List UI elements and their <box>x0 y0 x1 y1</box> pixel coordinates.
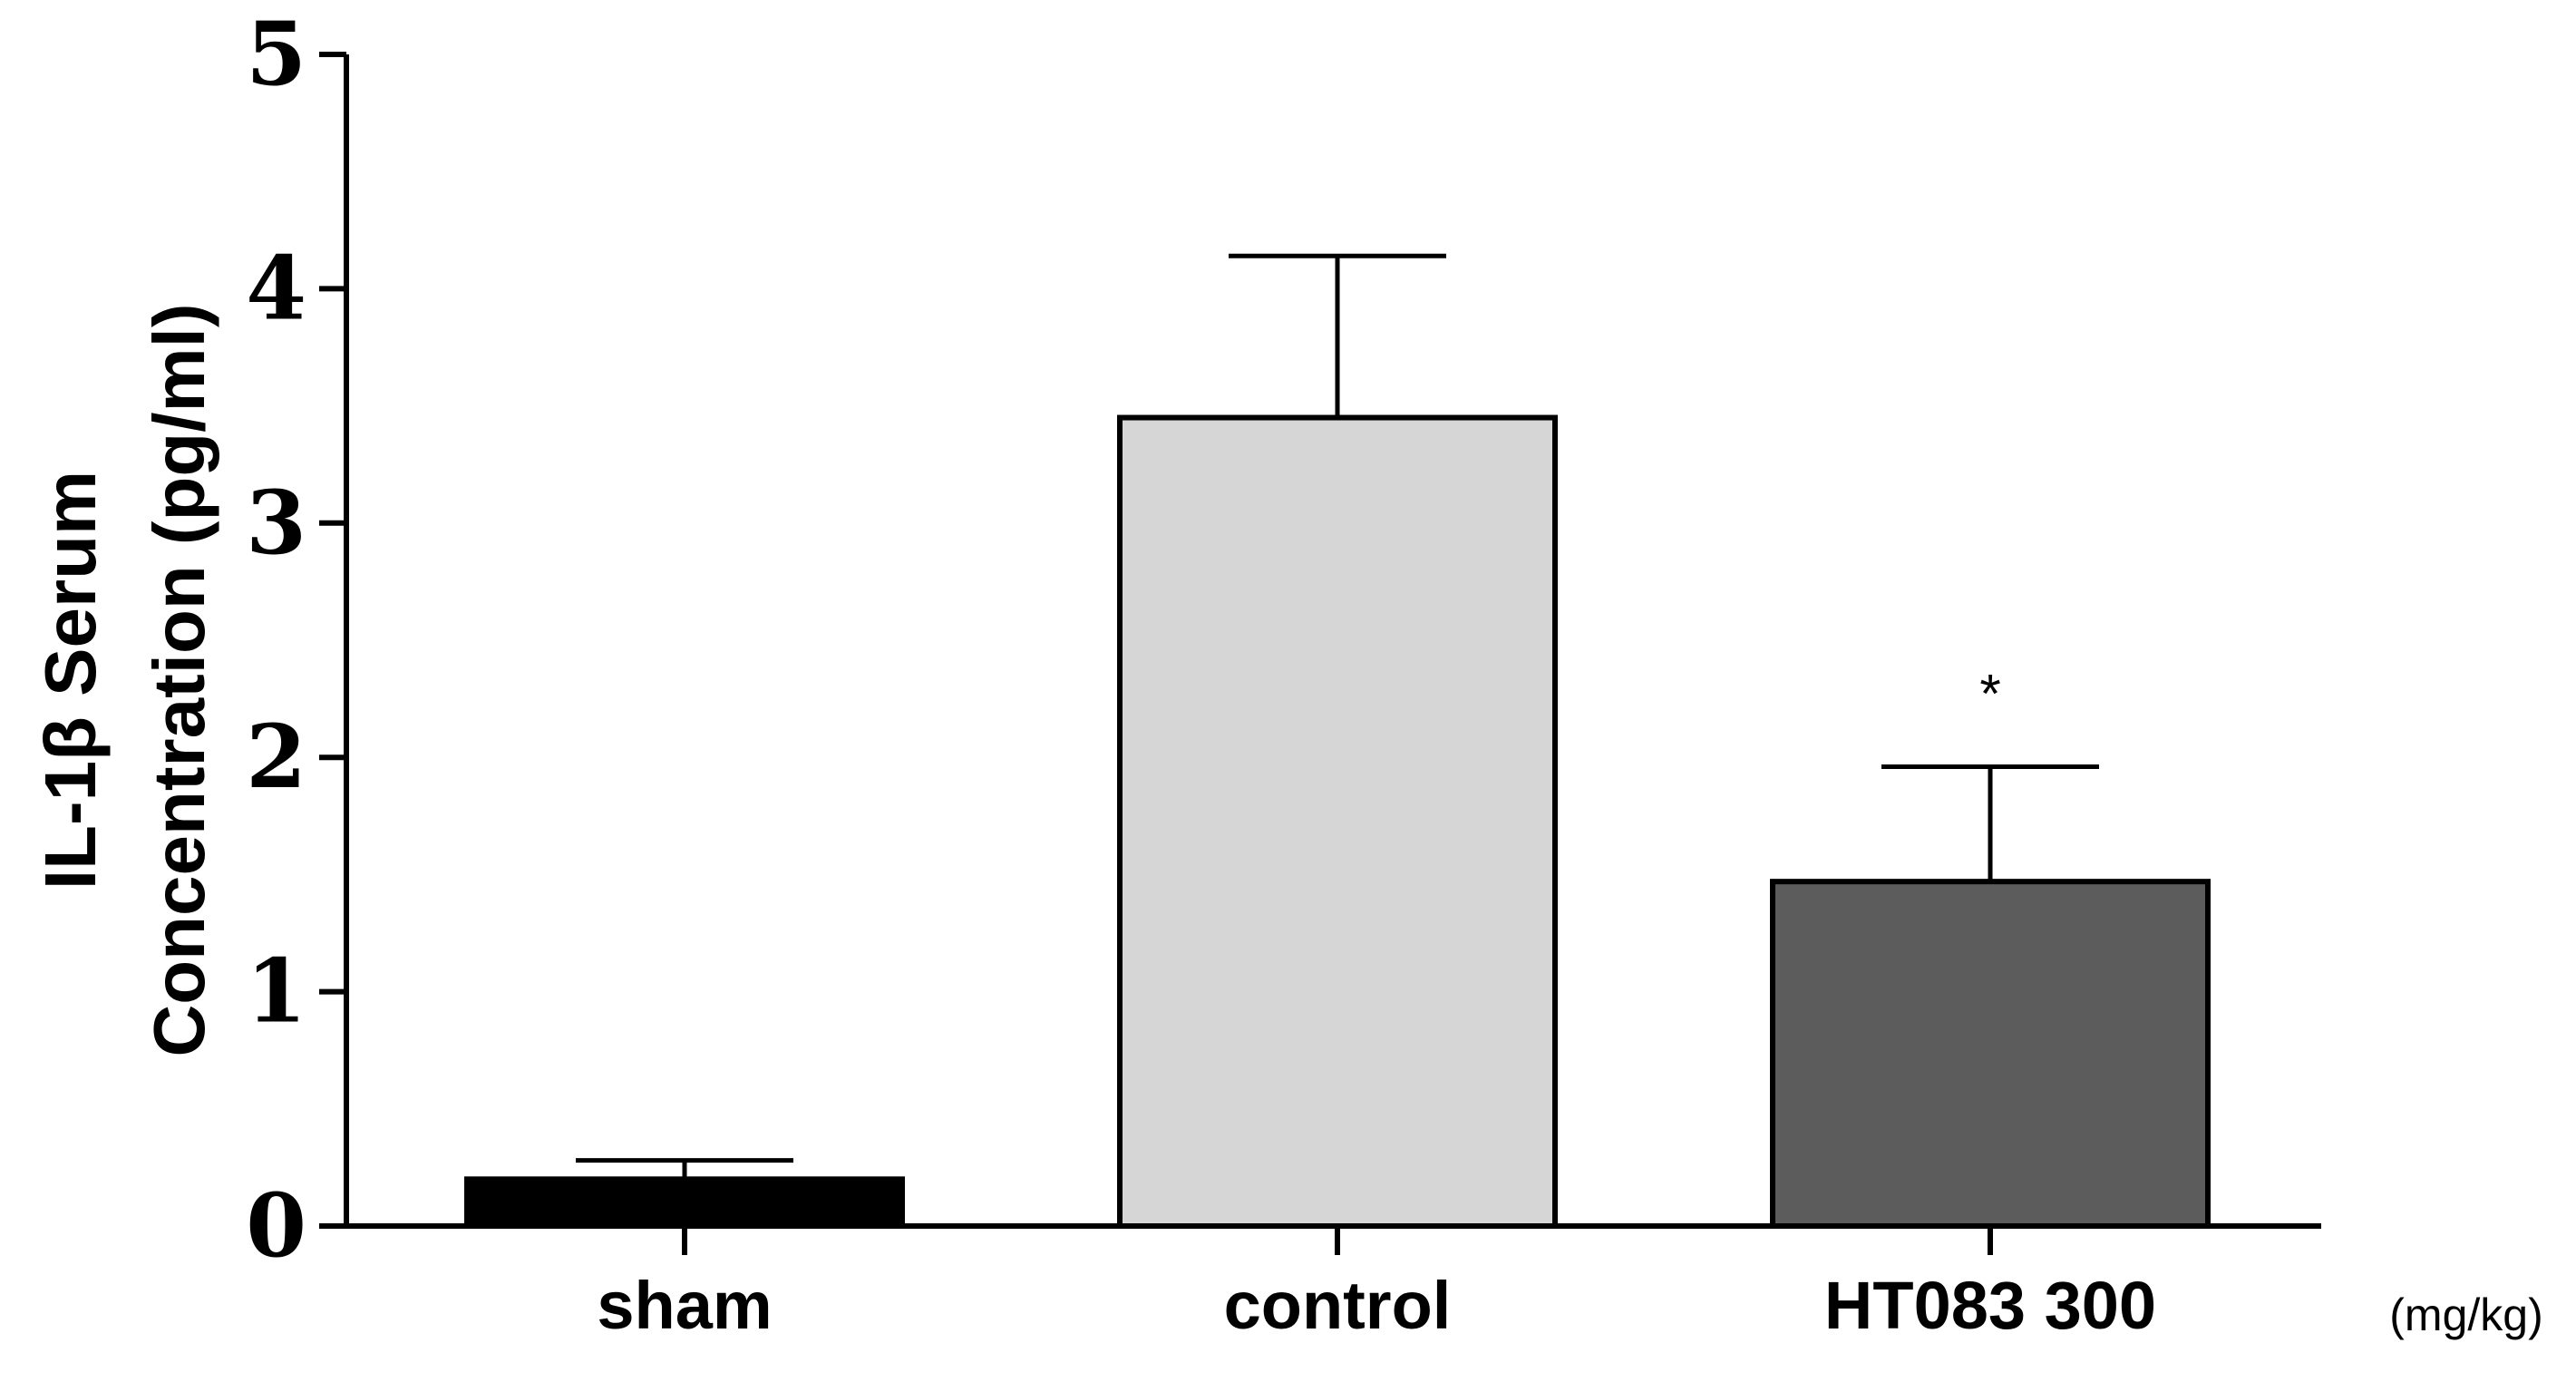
x-tick-label-2: HT083 300 <box>1824 1268 2156 1343</box>
x-tick-label-1: control <box>1224 1268 1452 1343</box>
y-tick-label-4: 4 <box>246 237 306 339</box>
x-unit-label: (mg/kg) <box>2389 1290 2542 1340</box>
y-tick-label-3: 3 <box>246 472 306 574</box>
significance-marker-2: * <box>1979 664 2000 725</box>
y-tick-label-5: 5 <box>246 3 306 105</box>
bar-1 <box>1117 414 1558 1229</box>
y-tick-label-2: 2 <box>246 706 306 808</box>
x-tick-label-0: sham <box>597 1268 772 1343</box>
y-tick-label-1: 1 <box>246 940 306 1043</box>
plot-area: 0 1 2 3 4 5 sham control HT083 300 * <box>246 3 2321 1343</box>
y-axis-label: IL-1β Serum Concentration (pg/ml) <box>30 303 219 1056</box>
y-axis-label-line-2: Concentration (pg/ml) <box>139 303 219 1056</box>
bar-0 <box>464 1176 905 1229</box>
y-tick-label-0: 0 <box>246 1174 306 1277</box>
y-axis-label-line-1: IL-1β Serum <box>30 471 111 890</box>
bar-2 <box>1770 879 2211 1229</box>
